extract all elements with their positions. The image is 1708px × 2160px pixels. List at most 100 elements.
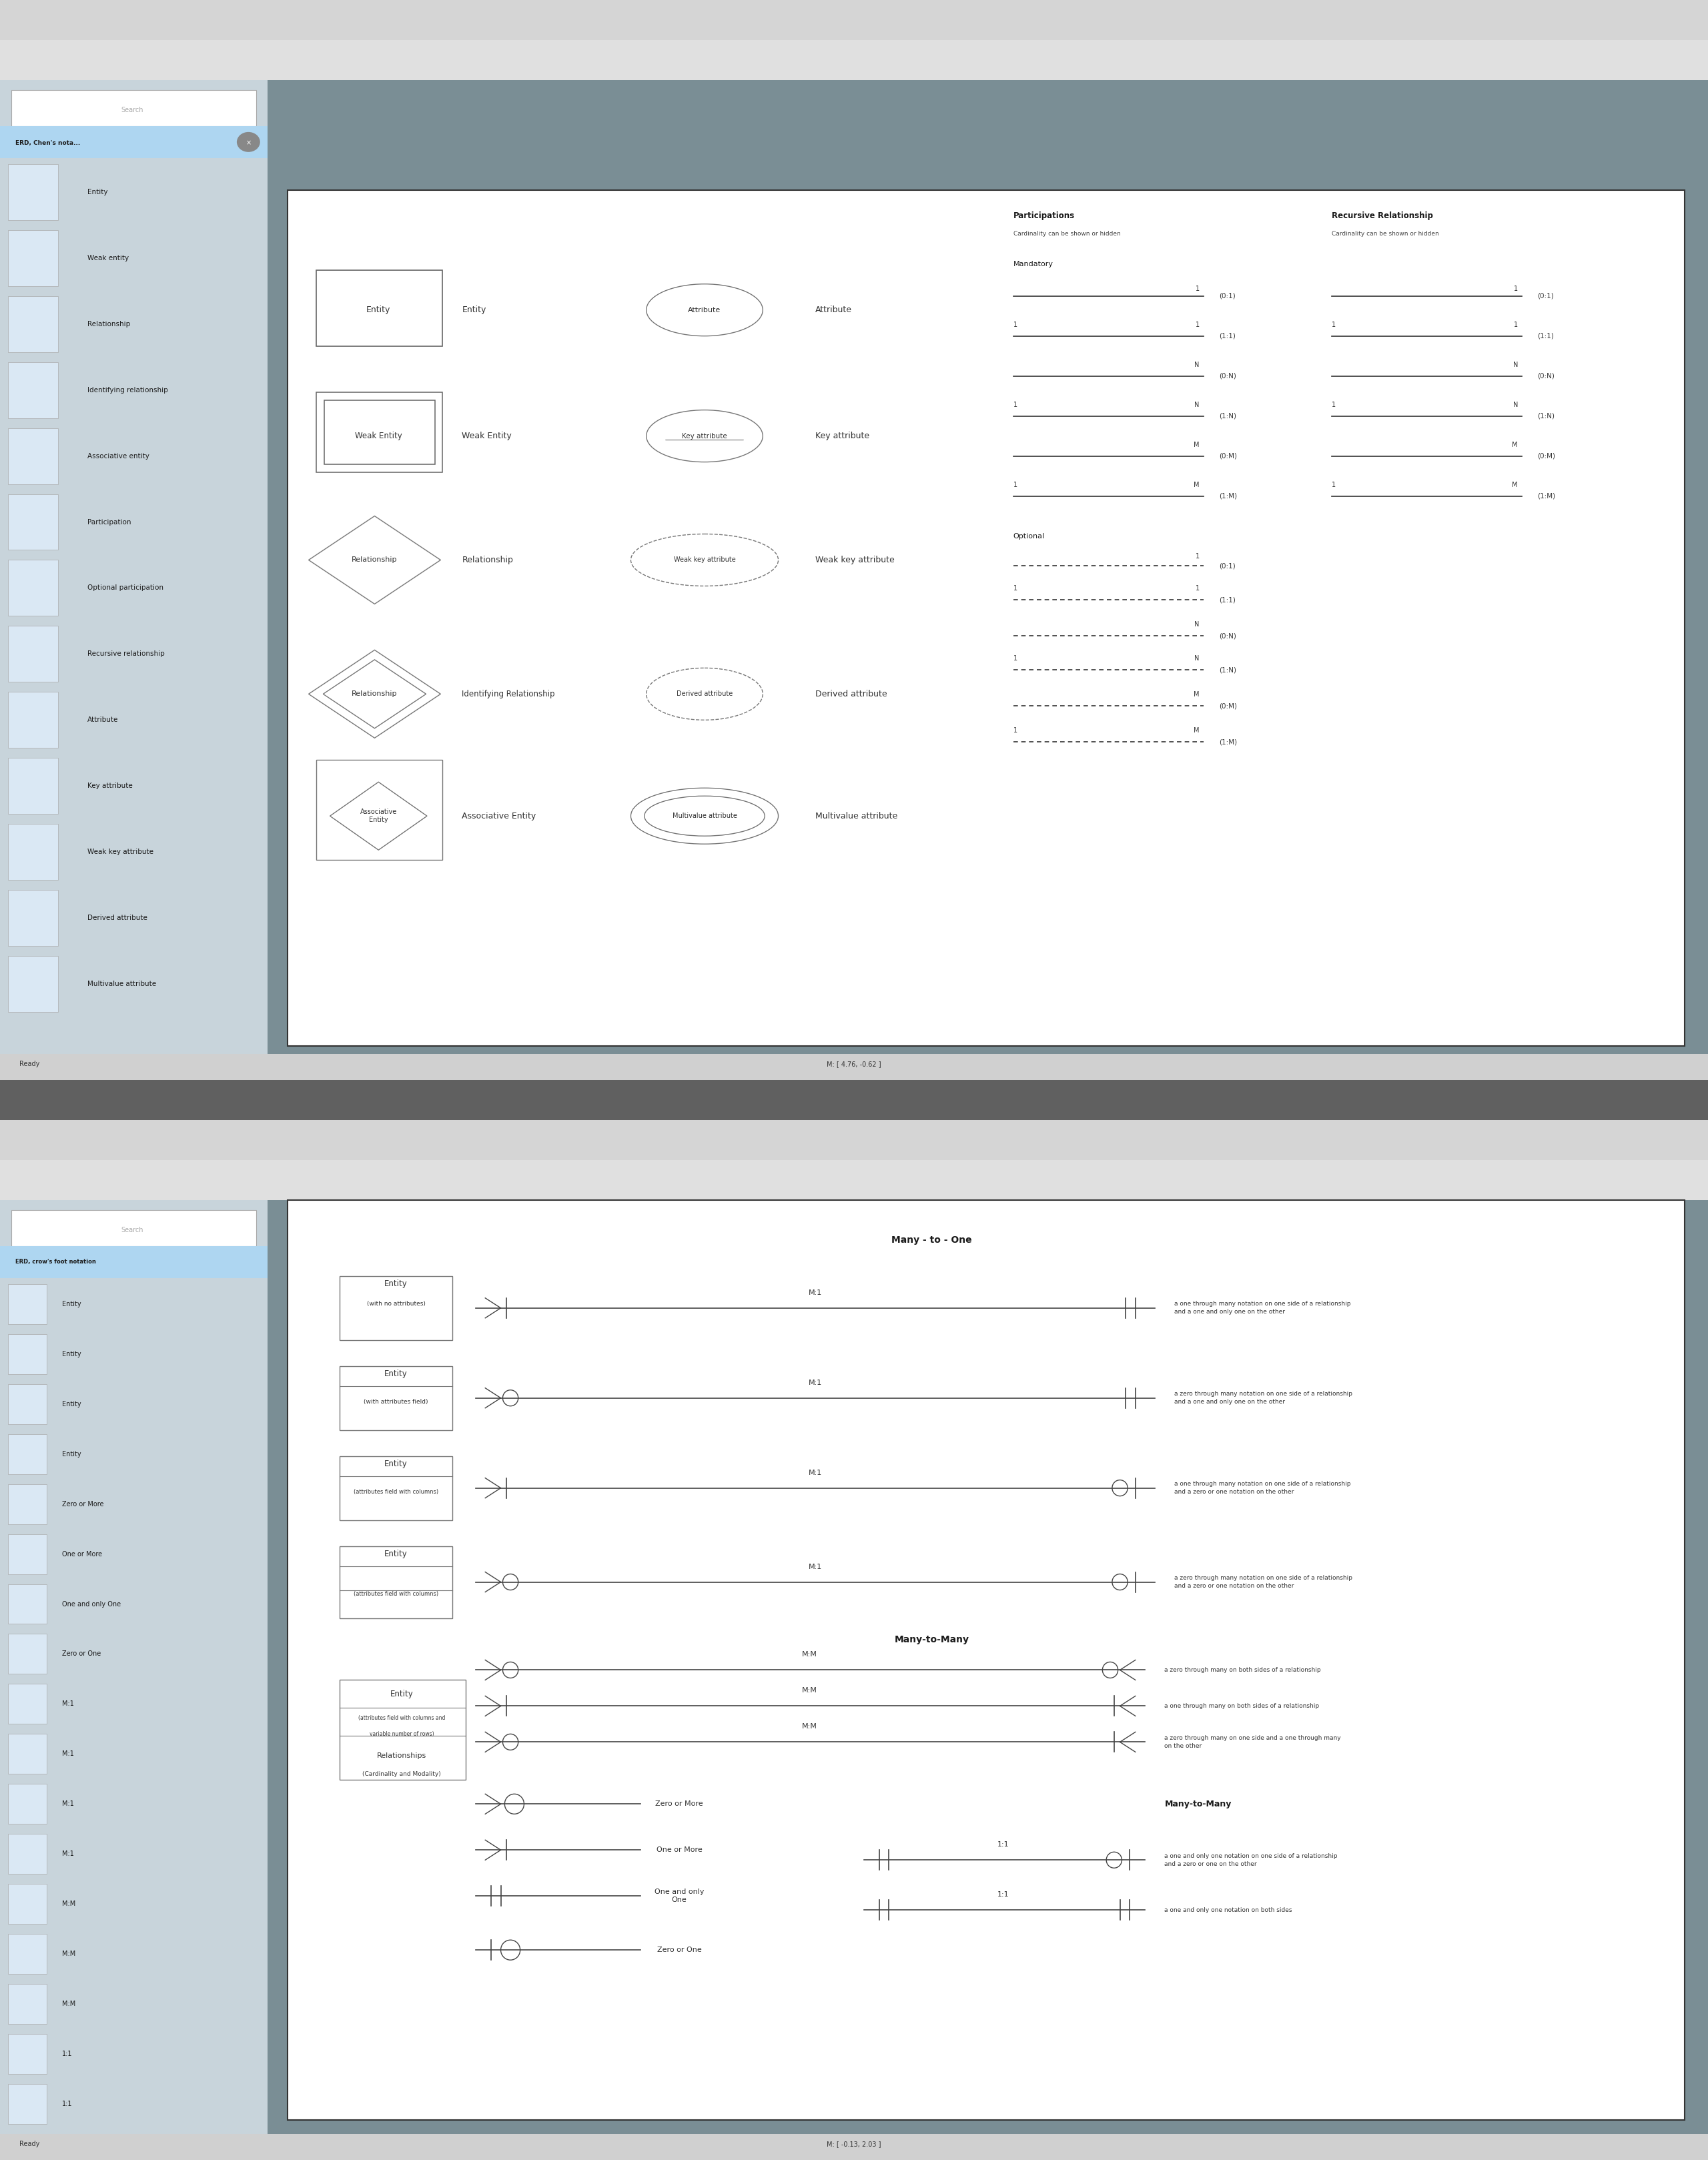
Text: Entity: Entity [366,307,391,315]
Text: 1: 1 [1013,322,1018,328]
Bar [9,1335,46,1374]
Ellipse shape [630,534,779,585]
Text: Optional: Optional [1013,534,1045,540]
Text: (with no attributes): (with no attributes) [367,1300,425,1307]
Ellipse shape [237,132,260,151]
Bar [9,229,58,285]
Text: Entity: Entity [384,1369,408,1378]
Text: Many-to-Many: Many-to-Many [1165,1799,1231,1808]
Text: M:M: M:M [61,1901,75,1907]
Text: a zero through many on both sides of a relationship: a zero through many on both sides of a r… [1165,1668,1320,1674]
Text: Weak key attribute: Weak key attribute [815,555,895,564]
Bar [9,626,58,683]
Text: M:1: M:1 [808,1380,822,1387]
Bar [0,1246,268,1279]
Bar [316,760,442,860]
Text: (1:N): (1:N) [1537,413,1554,419]
Text: 1: 1 [1513,322,1518,328]
Text: a one and only one notation on both sides: a one and only one notation on both side… [1165,1907,1293,1914]
Text: (attributes field with columns): (attributes field with columns) [354,1592,439,1596]
Text: Entity: Entity [384,1460,408,1469]
Text: (0:N): (0:N) [1537,374,1554,380]
Text: 1: 1 [1013,728,1018,734]
Text: (0:M): (0:M) [1220,702,1237,708]
Text: M:1: M:1 [61,1801,73,1808]
Text: Attribute: Attribute [87,717,118,724]
Text: Participation: Participation [87,518,132,525]
Text: Cardinality can be shown or hidden: Cardinality can be shown or hidden [1332,231,1438,238]
Text: Multivalue attribute: Multivalue attribute [673,812,736,819]
Text: M:1: M:1 [808,1290,822,1296]
Text: Entity: Entity [384,1549,408,1557]
Text: Identifying relationship: Identifying relationship [87,387,167,393]
Bar [325,400,436,464]
Bar [9,1484,46,1525]
Text: M: M [1512,441,1518,447]
Text: (0:N): (0:N) [1220,374,1237,380]
Bar [9,164,58,220]
Text: Attribute: Attribute [688,307,721,313]
Text: M:M: M:M [801,1652,816,1659]
Text: Search: Search [121,106,143,112]
Text: 1: 1 [1013,482,1018,488]
Text: 1:1: 1:1 [61,2050,72,2056]
Text: N: N [1513,402,1518,408]
Ellipse shape [646,283,763,337]
Text: Recursive Relationship: Recursive Relationship [1332,212,1433,220]
Bar [316,391,442,473]
Text: Entity: Entity [389,1689,413,1698]
Text: Key attribute: Key attribute [681,432,728,438]
Text: N: N [1194,402,1199,408]
Text: variable number of rows): variable number of rows) [369,1730,434,1737]
Text: a one through many notation on one side of a relationship
and a one and only one: a one through many notation on one side … [1175,1300,1351,1315]
Text: M:1: M:1 [808,1564,822,1570]
Polygon shape [309,516,441,605]
Text: Many-to-Many: Many-to-Many [895,1635,968,1644]
Bar [9,1434,46,1473]
Text: 1:1: 1:1 [997,1892,1009,1899]
Text: Many - to - One: Many - to - One [892,1236,972,1244]
Bar [340,1277,453,1339]
Bar [9,758,58,814]
Text: a zero through many on one side and a one through many
on the other: a zero through many on one side and a on… [1165,1734,1341,1750]
Text: 1: 1 [1196,553,1199,559]
Text: 1: 1 [1513,285,1518,292]
Bar [9,1734,46,1773]
Bar [340,1456,453,1521]
Text: Derived attribute: Derived attribute [87,914,147,922]
Text: Ready: Ready [19,1061,39,1067]
Text: (1:1): (1:1) [1220,333,1235,339]
Bar [9,1784,46,1823]
Text: Weak Entity: Weak Entity [461,432,512,441]
Text: Entity: Entity [61,1350,82,1356]
Bar [287,190,1684,1045]
Text: N: N [1194,654,1199,661]
Text: 1: 1 [1332,482,1336,488]
Text: (1:N): (1:N) [1220,413,1237,419]
Text: 1: 1 [1196,285,1199,292]
Text: (0:1): (0:1) [1220,292,1235,300]
Bar [9,296,58,352]
Text: (1:1): (1:1) [1537,333,1554,339]
Text: Attribute: Attribute [815,307,852,315]
Text: (1:N): (1:N) [1220,667,1237,674]
Bar [9,691,58,747]
Text: Relationship: Relationship [461,555,512,564]
Ellipse shape [630,788,779,845]
Text: (1:M): (1:M) [1220,492,1237,499]
Text: ERD, Chen's nota...: ERD, Chen's nota... [15,140,80,147]
Text: (0:M): (0:M) [1537,454,1556,460]
Text: Multivalue attribute: Multivalue attribute [87,981,155,987]
Text: 1: 1 [1013,402,1018,408]
Text: Weak entity: Weak entity [87,255,128,261]
Text: Key attribute: Key attribute [87,782,133,788]
Bar [0,1121,1708,1160]
Text: Multivalue attribute: Multivalue attribute [815,812,897,821]
Bar [0,1160,1708,1201]
Text: One and only One: One and only One [61,1601,121,1607]
Bar [9,957,58,1013]
Bar [9,890,58,946]
Text: Identifying Relationship: Identifying Relationship [461,689,555,698]
Text: Entity: Entity [61,1452,82,1458]
Bar [9,1884,46,1925]
